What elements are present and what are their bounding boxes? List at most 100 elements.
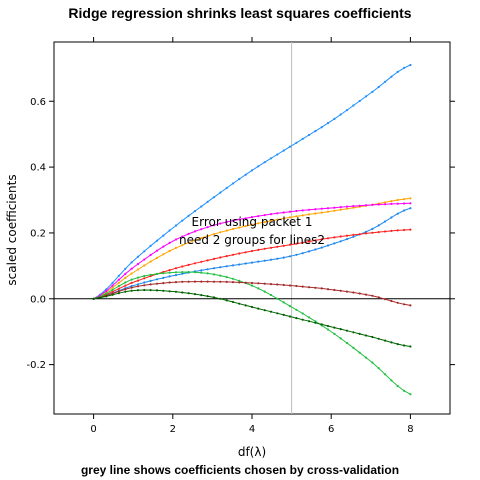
series-point xyxy=(257,165,260,168)
series-point xyxy=(244,251,247,254)
series-point xyxy=(276,312,279,315)
series-point xyxy=(136,255,140,258)
series-point xyxy=(384,203,387,206)
y-tick-label: 0.0 xyxy=(30,294,46,305)
series-point xyxy=(352,346,355,349)
series-point xyxy=(314,130,317,133)
series-point xyxy=(409,304,412,307)
series-point xyxy=(168,229,171,232)
series-point xyxy=(238,252,241,255)
series-point xyxy=(276,153,279,156)
series-point xyxy=(231,300,235,304)
series-point xyxy=(174,224,178,227)
series-point xyxy=(212,273,216,276)
series-point xyxy=(282,301,285,304)
series-point xyxy=(390,379,393,382)
series-point xyxy=(250,216,254,219)
series-point xyxy=(409,63,412,67)
series-point xyxy=(117,284,120,288)
series-point xyxy=(269,310,273,313)
series-point xyxy=(320,287,323,290)
series-point xyxy=(364,356,368,359)
series-point xyxy=(231,277,235,280)
series-point xyxy=(206,259,209,262)
series-point xyxy=(295,209,298,213)
series-point xyxy=(288,216,292,219)
series-point xyxy=(130,267,133,270)
series-point xyxy=(149,244,152,247)
series-point xyxy=(409,228,412,231)
series-point xyxy=(396,70,399,73)
series-point xyxy=(364,232,368,235)
series-point xyxy=(219,222,222,225)
series-point xyxy=(187,280,190,283)
series-point xyxy=(225,265,228,268)
series-point xyxy=(181,291,184,294)
series-point xyxy=(409,207,412,210)
series-point xyxy=(231,264,235,267)
series-point xyxy=(320,211,323,214)
series-point xyxy=(155,289,159,292)
series-point xyxy=(181,235,184,238)
series-point xyxy=(136,276,140,279)
series-point xyxy=(174,267,178,270)
series-point xyxy=(326,207,330,210)
series-point xyxy=(155,249,159,252)
series-point xyxy=(124,281,127,284)
series-point xyxy=(288,284,292,287)
series-3 xyxy=(92,202,412,300)
series-point xyxy=(231,219,235,222)
series-point xyxy=(162,289,165,292)
series-point xyxy=(288,255,292,258)
series-point xyxy=(200,271,203,274)
x-tick-label: 4 xyxy=(249,424,255,435)
series-point xyxy=(377,337,380,340)
series-point xyxy=(219,191,222,194)
series-point xyxy=(238,177,241,181)
series-point xyxy=(307,250,311,253)
series-point xyxy=(403,66,406,69)
series-point xyxy=(193,230,197,233)
series-point xyxy=(200,205,203,208)
series-point xyxy=(326,122,330,125)
series-point xyxy=(257,287,260,290)
series-point xyxy=(187,232,190,235)
series-point xyxy=(295,141,298,144)
series-point xyxy=(307,316,311,319)
series-point xyxy=(269,219,273,222)
series-point xyxy=(155,256,159,259)
series-point xyxy=(263,247,266,250)
series-point xyxy=(320,207,323,210)
series-point xyxy=(269,213,273,216)
series-point xyxy=(225,299,228,302)
series-point xyxy=(301,241,304,244)
series-point xyxy=(409,197,412,200)
series-point xyxy=(320,323,323,326)
series-point xyxy=(181,219,184,222)
series-point xyxy=(339,328,342,331)
series-point xyxy=(345,341,349,345)
series-point xyxy=(314,248,317,251)
series-point xyxy=(206,280,209,283)
series-point xyxy=(403,198,406,201)
x-tick-label: 0 xyxy=(90,424,96,435)
series-point xyxy=(174,274,178,277)
series-point xyxy=(124,272,127,275)
series-point xyxy=(295,308,298,311)
series-point xyxy=(364,334,368,337)
series-point xyxy=(301,252,304,255)
series-point xyxy=(155,272,159,275)
series-1 xyxy=(92,63,412,300)
series-point xyxy=(288,315,292,318)
series-point xyxy=(409,345,412,348)
series-point xyxy=(295,317,298,320)
series-point xyxy=(276,257,279,260)
series-point xyxy=(193,210,197,213)
series-point xyxy=(168,269,171,272)
series-point xyxy=(396,198,399,202)
series-point xyxy=(333,242,336,245)
series-point xyxy=(193,280,197,283)
series-point xyxy=(143,250,146,253)
series-point xyxy=(174,238,178,241)
series-point xyxy=(231,227,235,231)
